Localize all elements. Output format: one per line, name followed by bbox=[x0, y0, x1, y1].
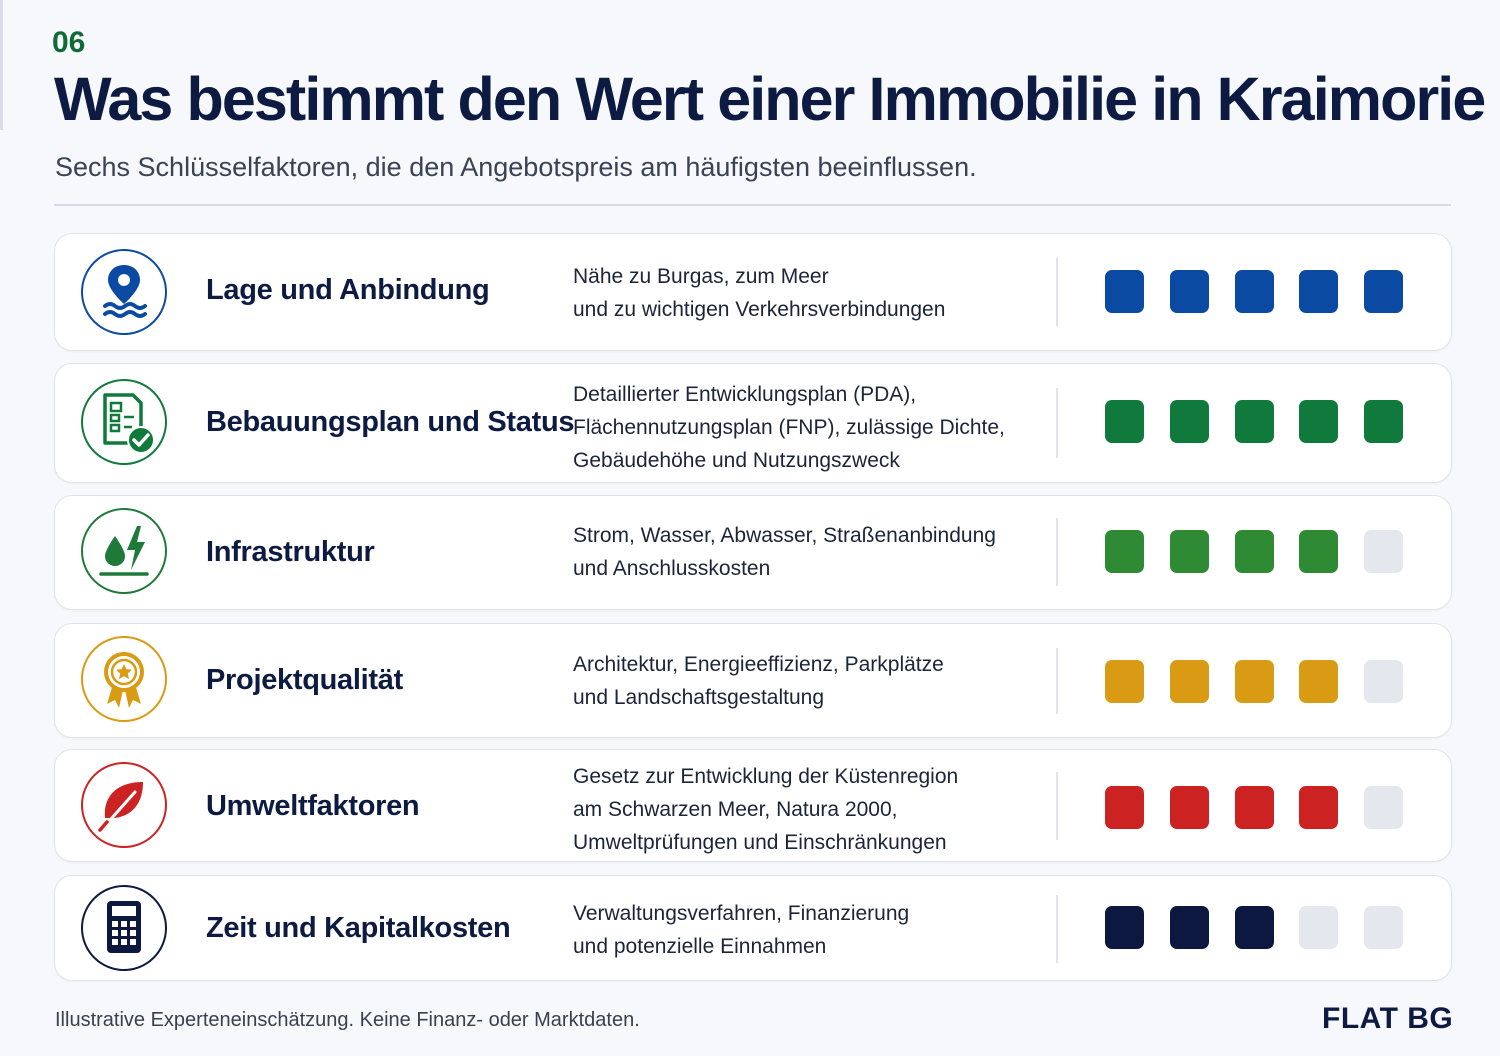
rating-square-filled bbox=[1299, 786, 1338, 829]
card-separator bbox=[1056, 772, 1058, 840]
card-separator bbox=[1056, 895, 1058, 963]
factor-name: Infrastruktur bbox=[206, 536, 375, 568]
award-badge-icon bbox=[81, 636, 167, 722]
factor-description: Nähe zu Burgas, zum Meer und zu wichtige… bbox=[573, 265, 946, 321]
rating-square-empty bbox=[1364, 530, 1403, 573]
location-water-icon bbox=[81, 249, 167, 335]
card-separator bbox=[1056, 518, 1058, 586]
rating-square-filled bbox=[1105, 270, 1144, 313]
rating-square-filled bbox=[1105, 660, 1144, 703]
water-power-icon bbox=[81, 508, 167, 594]
rating-square-filled bbox=[1235, 906, 1274, 949]
calculator-icon bbox=[81, 885, 167, 971]
factor-card-lage: Lage und Anbindung Nähe zu Burgas, zum M… bbox=[54, 233, 1452, 351]
factor-card-infrastruktur: Infrastruktur Strom, Wasser, Abwasser, S… bbox=[54, 495, 1452, 610]
factor-card-bebauungsplan: Bebauungsplan und Status Detaillierter E… bbox=[54, 363, 1452, 483]
factor-name: Zeit und Kapitalkosten bbox=[206, 912, 511, 944]
factor-description: Strom, Wasser, Abwasser, Straßenanbindun… bbox=[573, 524, 996, 580]
rating-square-filled bbox=[1235, 400, 1274, 443]
factor-description: Architektur, Energieeffizienz, Parkplätz… bbox=[573, 653, 944, 709]
card-separator bbox=[1056, 648, 1058, 714]
rating-square-filled bbox=[1170, 530, 1209, 573]
factor-card-projektqualitaet: Projektqualität Architektur, Energieeffi… bbox=[54, 623, 1452, 738]
rating-square-filled bbox=[1170, 906, 1209, 949]
footnote: Illustrative Experteneinschätzung. Keine… bbox=[55, 1009, 640, 1031]
factor-description: Detaillierter Entwicklungsplan (PDA), Fl… bbox=[573, 383, 1005, 472]
rating-square-filled bbox=[1170, 400, 1209, 443]
rating-square-filled bbox=[1364, 400, 1403, 443]
factor-name: Umweltfaktoren bbox=[206, 790, 420, 822]
page-subtitle: Sechs Schlüsselfaktoren, die den Angebot… bbox=[55, 152, 977, 182]
page-number: 06 bbox=[52, 26, 86, 59]
rating-square-filled bbox=[1235, 270, 1274, 313]
rating-square-filled bbox=[1235, 530, 1274, 573]
rating-square-filled bbox=[1105, 906, 1144, 949]
factor-name: Lage und Anbindung bbox=[206, 274, 490, 306]
rating-square-empty bbox=[1364, 786, 1403, 829]
factor-name: Bebauungsplan und Status bbox=[206, 406, 575, 438]
rating-square-filled bbox=[1170, 660, 1209, 703]
brand-logo: FLAT BG bbox=[1322, 1002, 1454, 1035]
rating-square-filled bbox=[1235, 660, 1274, 703]
rating-square-filled bbox=[1170, 786, 1209, 829]
rating-square-empty bbox=[1364, 660, 1403, 703]
rating-square-empty bbox=[1299, 906, 1338, 949]
factor-card-umweltfaktoren: Umweltfaktoren Gesetz zur Entwicklung de… bbox=[54, 749, 1452, 862]
rating-square-filled bbox=[1105, 530, 1144, 573]
rating-square-filled bbox=[1105, 400, 1144, 443]
rating-square-filled bbox=[1364, 270, 1403, 313]
rating-square-filled bbox=[1170, 270, 1209, 313]
page-edge bbox=[0, 0, 3, 130]
header-divider bbox=[54, 204, 1451, 206]
card-separator bbox=[1056, 388, 1058, 458]
page-title: Was bestimmt den Wert einer Immobilie in… bbox=[54, 65, 1486, 133]
factor-card-zeit-kapitalkosten: Zeit und Kapitalkosten Verwaltungsverfah… bbox=[54, 875, 1452, 981]
factor-description: Gesetz zur Entwicklung der Küstenregion … bbox=[573, 765, 959, 854]
card-separator bbox=[1056, 258, 1058, 326]
leaf-icon bbox=[81, 762, 167, 848]
factor-name: Projektqualität bbox=[206, 664, 403, 696]
rating-square-filled bbox=[1299, 400, 1338, 443]
rating-square-filled bbox=[1105, 786, 1144, 829]
rating-square-empty bbox=[1364, 906, 1403, 949]
rating-square-filled bbox=[1299, 270, 1338, 313]
factor-description: Verwaltungsverfahren, Finanzierung und p… bbox=[573, 902, 910, 958]
document-check-icon bbox=[81, 379, 167, 465]
rating-square-filled bbox=[1235, 786, 1274, 829]
rating-square-filled bbox=[1299, 530, 1338, 573]
rating-square-filled bbox=[1299, 660, 1338, 703]
